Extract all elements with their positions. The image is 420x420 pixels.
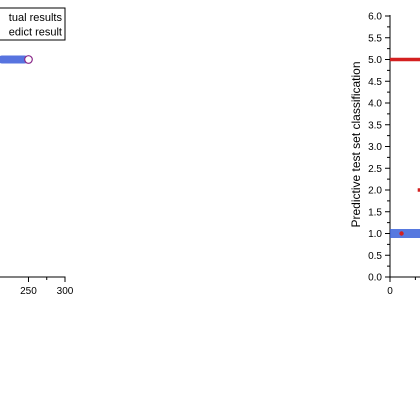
right-y-tick-label: 4.5 bbox=[368, 77, 382, 88]
legend-entry-1: edict result bbox=[9, 27, 62, 39]
right-y-tick-label: 0.5 bbox=[368, 251, 382, 262]
right-y-tick-label: 0.0 bbox=[368, 273, 382, 284]
right-y-tick-label: 6.0 bbox=[368, 12, 382, 23]
right-y-tick-label: 3.0 bbox=[368, 142, 382, 153]
right-y-tick-label: 2.5 bbox=[368, 164, 382, 175]
right-x-tick-label: 0 bbox=[387, 286, 393, 297]
right-y-tick-label: 1.5 bbox=[368, 207, 382, 218]
predict-result-marker bbox=[24, 55, 33, 64]
predicted-point-0 bbox=[399, 231, 404, 236]
legend-entry-0: tual results bbox=[9, 12, 63, 24]
right-y-tick-label: 5.0 bbox=[368, 55, 382, 66]
right-chart: 0.0 0.5 1.0 1.5 2.0 2.5 3.0 3.5 4.0 4.5 5.0 5.5 6.0 0… bbox=[349, 12, 420, 297]
right-y-tick-label: 5.5 bbox=[368, 33, 382, 44]
right-y-tick-label: 4.0 bbox=[368, 99, 382, 110]
right-y-tick-label: 3.5 bbox=[368, 120, 382, 131]
right-y-tick-label: 2.0 bbox=[368, 186, 382, 197]
legend-box bbox=[0, 7, 66, 41]
actual-result-band bbox=[0, 55, 29, 64]
left-chart: 250 300 tual results edict result bbox=[0, 7, 74, 297]
right-y-axis-label: Predictive test set classification bbox=[349, 61, 363, 227]
left-x-tick-label: 300 bbox=[57, 286, 74, 297]
left-x-tick-label: 250 bbox=[20, 286, 37, 297]
class-1-band bbox=[390, 229, 420, 238]
right-y-tick-label: 1.0 bbox=[368, 229, 382, 240]
